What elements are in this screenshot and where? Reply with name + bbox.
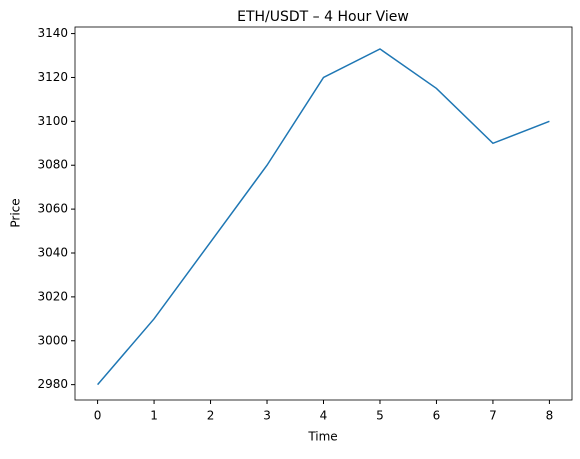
x-tick-label: 6: [433, 409, 441, 423]
x-tick-label: 3: [263, 409, 271, 423]
axes-frame: [74, 26, 573, 401]
y-tick-label: 3100: [37, 114, 68, 128]
x-tick-label: 5: [376, 409, 384, 423]
y-tick-label: 3120: [37, 70, 68, 84]
y-tick-label: 3040: [37, 245, 68, 259]
y-tick-label: 3140: [37, 26, 68, 40]
y-tick-label: 3060: [37, 202, 68, 216]
x-axis-label: Time: [307, 430, 337, 444]
x-tick-label: 2: [207, 409, 215, 423]
x-tick-label: 0: [94, 409, 102, 423]
y-tick-label: 3080: [37, 158, 68, 172]
x-tick-label: 8: [546, 409, 554, 423]
y-axis-label: Price: [9, 198, 23, 227]
y-tick-label: 3020: [37, 289, 68, 303]
x-tick-label: 7: [489, 409, 497, 423]
line: [97, 48, 550, 386]
x-tick-label: 4: [320, 409, 328, 423]
y-tick-label: 3000: [37, 333, 68, 347]
chart-title: ETH/USDT – 4 Hour View: [237, 9, 409, 25]
x-tick-label: 1: [150, 409, 158, 423]
y-tick-label: 2980: [37, 377, 68, 391]
